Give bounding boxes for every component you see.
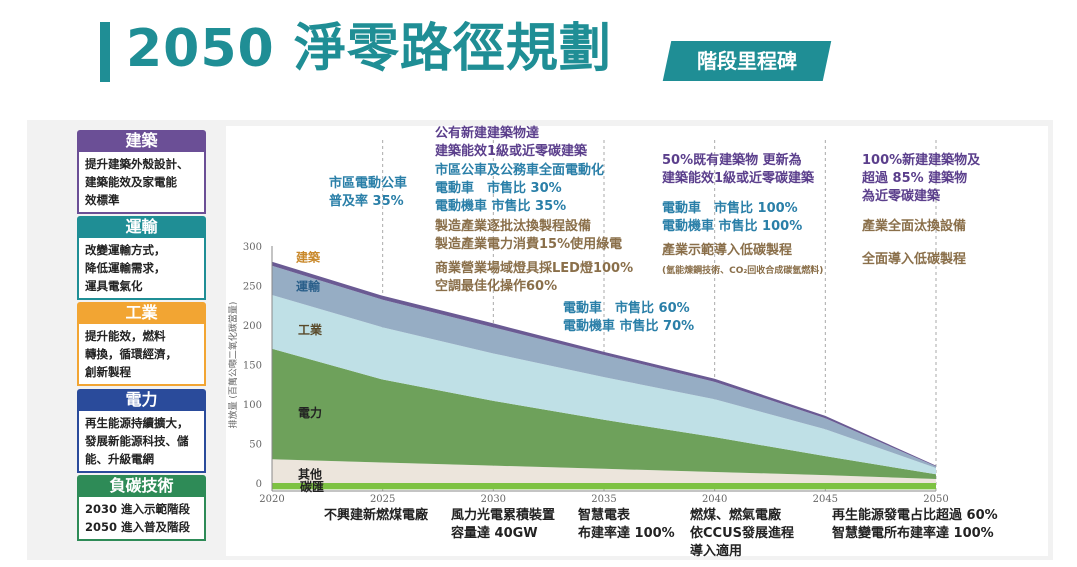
series-label: 碳匯 — [300, 479, 324, 494]
annotation-2040-industry: 產業示範導入低碳製程 — [662, 243, 793, 258]
series-area-transport — [272, 265, 936, 468]
annotation-2030-industry: 製造產業逐批汰換製程設備 製造產業電力消費15%使用綠電 — [435, 219, 623, 252]
x-tick-label: 2035 — [591, 494, 616, 505]
category-title: 建築 — [77, 130, 206, 152]
series-area-other — [272, 459, 936, 483]
series-area-industry — [272, 294, 936, 475]
page-title: 2050 淨零路徑規劃 — [126, 19, 612, 79]
y-tick-label: 100 — [243, 400, 262, 411]
annotation-2040-building: 50%既有建築物 更新為 建築能效1級或近零碳建築 — [662, 153, 815, 186]
annotation-2040-transport: 電動車 市售比 100% 電動機車 市售比 100% — [662, 201, 803, 234]
series-area-power — [272, 348, 936, 480]
series-label: 運輸 — [296, 279, 321, 294]
milestone-badge: 階段里程碑 — [697, 49, 797, 73]
bottom-note-2050: 再生能源發電占比超過 60% 智慧變電所布建率達 100% — [832, 508, 998, 541]
category-title: 工業 — [77, 302, 206, 324]
bottom-note-2035: 智慧電表 布建率達 100% — [578, 508, 675, 541]
annotation-2050-industry-process: 全面導入低碳製程 — [862, 252, 967, 267]
category-desc: 提升建築外殼設計、 建築能效及家電能 效標準 — [77, 152, 206, 214]
y-tick-label: 50 — [249, 440, 262, 451]
y-tick-label: 250 — [243, 282, 262, 293]
annotation-2030-transport: 市區公車及公務車全面電動化 電動車 市售比 30% 電動機車 市售比 35% — [435, 163, 605, 214]
series-area-building — [272, 261, 936, 467]
title-accent-bar — [100, 22, 110, 82]
x-tick-label: 2020 — [259, 494, 284, 505]
annotation-2025: 市區電動公車 普及率 35% — [329, 176, 408, 209]
y-tick-label: 150 — [243, 361, 262, 372]
category-transport: 運輸 改變運輸方式， 降低運輸需求， 運具電氣化 — [77, 216, 206, 300]
annotation-2030-commercial: 商業營業場域燈具採LED燈100% 空調最佳化操作60% — [435, 261, 634, 294]
y-axis-label: 排放量 (百萬公噸二氧化碳當量) — [227, 302, 239, 429]
category-power: 電力 再生能源持續擴大， 發展新能源科技、儲 能、升級電網 — [77, 389, 206, 473]
series-label: 工業 — [298, 322, 323, 337]
category-title: 電力 — [77, 389, 206, 411]
category-desc: 提升能效，燃料 轉換，循環經濟， 創新製程 — [77, 324, 206, 386]
y-tick-label: 0 — [256, 479, 262, 490]
series-label: 電力 — [298, 405, 322, 420]
series-area-carbon-sink — [272, 483, 936, 490]
annotation-2030-building: 公有新建建築物達 建築能效1級或近零碳建築 — [435, 126, 588, 159]
category-desc: 2030 進入示範階段 2050 進入普及階段 — [77, 497, 206, 541]
annotation-2040-industry-note: (氫能煉鋼技術、CO₂回收合成碳氫燃料) — [662, 266, 824, 276]
category-desc: 改變運輸方式， 降低運輸需求， 運具電氣化 — [77, 238, 206, 300]
annotation-2035-transport: 電動車 市售比 60% 電動機車 市售比 70% — [563, 301, 695, 334]
category-negative-carbon: 負碳技術 2030 進入示範階段 2050 進入普及階段 — [77, 475, 206, 541]
category-building: 建築 提升建築外殼設計、 建築能效及家電能 效標準 — [77, 130, 206, 214]
x-tick-label: 2030 — [481, 494, 506, 505]
bottom-note-2030: 風力光電累積裝置 容量達 40GW — [451, 508, 556, 541]
bottom-note-2025: 不興建新燃煤電廠 — [324, 508, 429, 523]
annotation-2050-building: 100%新建建築物及 超過 85% 建築物 為近零碳建築 — [862, 153, 981, 204]
category-title: 運輸 — [77, 216, 206, 238]
x-tick-label: 2045 — [813, 494, 838, 505]
category-desc: 再生能源持續擴大， 發展新能源科技、儲 能、升級電網 — [77, 411, 206, 473]
x-tick-label: 2040 — [702, 494, 727, 505]
category-title: 負碳技術 — [77, 475, 206, 497]
x-tick-label: 2025 — [370, 494, 395, 505]
y-tick-label: 300 — [243, 242, 262, 253]
category-industry: 工業 提升能效，燃料 轉換，循環經濟， 創新製程 — [77, 302, 206, 386]
y-tick-label: 200 — [243, 321, 262, 332]
bottom-note-2040: 燃煤、燃氣電廠 依CCUS發展進程 導入適用 — [690, 508, 795, 559]
series-label: 建築 — [295, 249, 321, 264]
series-label: 其他 — [298, 467, 322, 482]
annotation-2050-industry-equipment: 產業全面汰換設備 — [862, 219, 967, 234]
x-tick-label: 2050 — [923, 494, 948, 505]
